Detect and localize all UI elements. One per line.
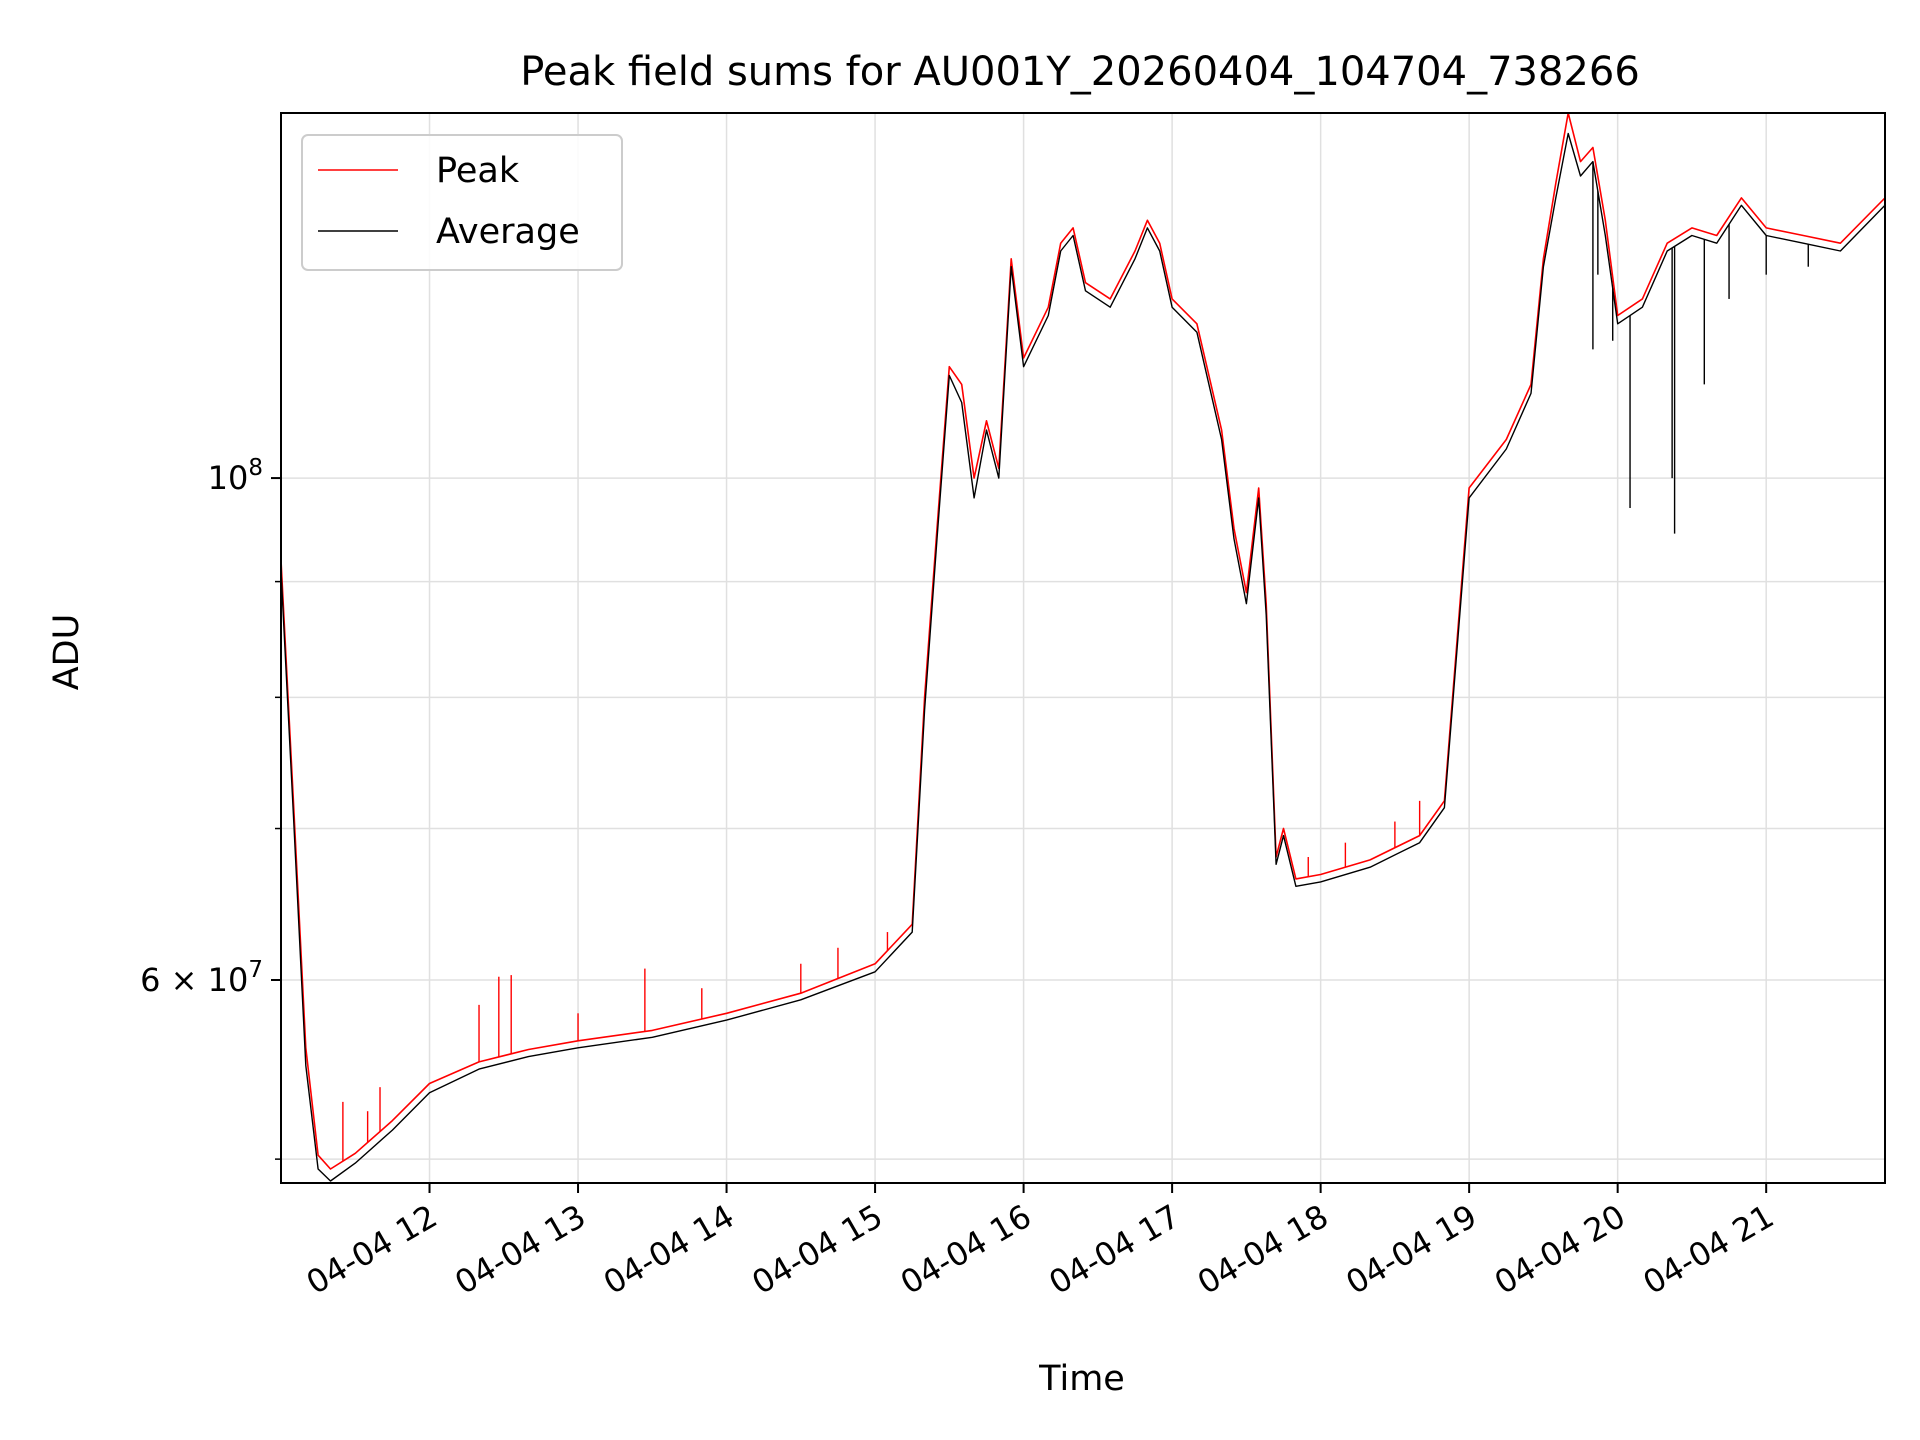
grid [281,113,1885,1183]
legend-label-average: Average [436,212,580,252]
axes-frame [280,112,1886,1184]
chart-title: Peak field sums for AU001Y_20260404_1047… [520,49,1640,95]
legend: Peak Average [301,134,623,271]
series-line-average [281,132,1885,1182]
legend-label-peak: Peak [436,151,520,191]
legend-box [301,134,623,271]
series-line-peak [281,113,1885,1170]
x-axis-label: Time [1038,1359,1125,1399]
y-axis-label: ADU [47,614,87,691]
y-tick-label: 6 × 107 [140,957,263,999]
plot-area [281,113,1885,1182]
